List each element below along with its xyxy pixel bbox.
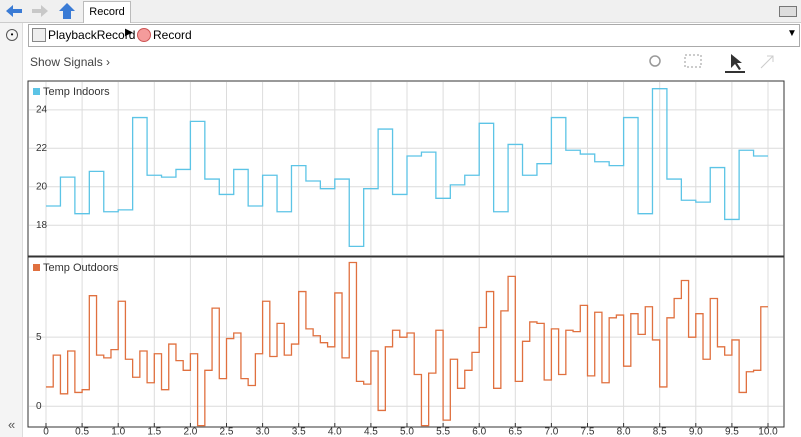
x-tick-label: 8.0 [617, 427, 631, 437]
show-signals[interactable]: Show Signals › [30, 55, 111, 69]
plot-tools [649, 54, 774, 73]
y-tick-label: 22 [36, 143, 48, 154]
tab[interactable]: Record [83, 1, 131, 23]
x-tick-label: 8.5 [653, 427, 667, 437]
expand-tool[interactable] [760, 55, 774, 69]
legend-swatch [33, 264, 40, 271]
address-bar: PlaybackRecord ▶ Record ▼ [28, 24, 800, 47]
x-tick-label: 7.5 [581, 427, 595, 437]
x-tick-label: 9.0 [689, 427, 703, 437]
x-tick-label: 0.5 [75, 427, 89, 437]
y-tick-label: 24 [36, 104, 48, 115]
separator: ▶ [125, 27, 133, 38]
forward-button[interactable] [32, 5, 48, 17]
legend-label: Temp Indoors [43, 86, 110, 98]
record-icon [137, 28, 151, 42]
x-tick-label: 1.0 [111, 427, 125, 437]
x-tick-label: 1.5 [147, 427, 161, 437]
legend-label: Temp Outdoors [43, 262, 119, 274]
y-tick-label: 20 [36, 181, 48, 192]
x-tick-label: 2.5 [220, 427, 234, 437]
keyboard-icon[interactable] [779, 6, 797, 17]
x-tick-label: 7.0 [544, 427, 558, 437]
collapse-button[interactable]: « [8, 417, 16, 432]
x-tick-label: 0 [43, 427, 49, 437]
cursor-tool[interactable] [731, 54, 742, 70]
sidebar [0, 23, 23, 437]
y-tick-label: 18 [36, 220, 48, 231]
signal-line [46, 88, 768, 248]
x-tick-label: 6.0 [472, 427, 486, 437]
y-tick-label: 0 [36, 401, 42, 412]
toolbar [0, 0, 801, 23]
x-tick-label: 10.0 [758, 427, 778, 437]
x-tick-label: 3.0 [256, 427, 270, 437]
dropdown[interactable]: ▼ [787, 28, 797, 39]
x-tick-label: 6.5 [508, 427, 522, 437]
model-icon [32, 28, 46, 42]
x-tick-label: 2.0 [183, 427, 197, 437]
up-button[interactable] [59, 3, 75, 19]
nav-buttons [6, 3, 75, 19]
x-tick-label: 5.5 [436, 427, 450, 437]
plot-frame [27, 80, 785, 257]
x-tick-label: 3.5 [292, 427, 306, 437]
y-tick-label: 5 [36, 332, 42, 343]
back-button[interactable] [6, 5, 22, 17]
hide-button[interactable]: • [6, 29, 18, 41]
plot-frame [27, 256, 785, 428]
show-signals-label[interactable]: Show Signals [30, 55, 103, 69]
signal-line [46, 261, 768, 427]
breadcrumb-block[interactable]: Record [153, 28, 192, 42]
x-tick-label: 9.5 [725, 427, 739, 437]
breadcrumb-model[interactable]: PlaybackRecord [48, 28, 136, 42]
legend-swatch [33, 88, 40, 95]
x-tick-label: 4.0 [328, 427, 342, 437]
x-tick-label: 5.0 [400, 427, 414, 437]
fit-tool[interactable] [684, 54, 702, 68]
zoom-tool[interactable] [649, 55, 661, 67]
x-tick-label: 4.5 [364, 427, 378, 437]
